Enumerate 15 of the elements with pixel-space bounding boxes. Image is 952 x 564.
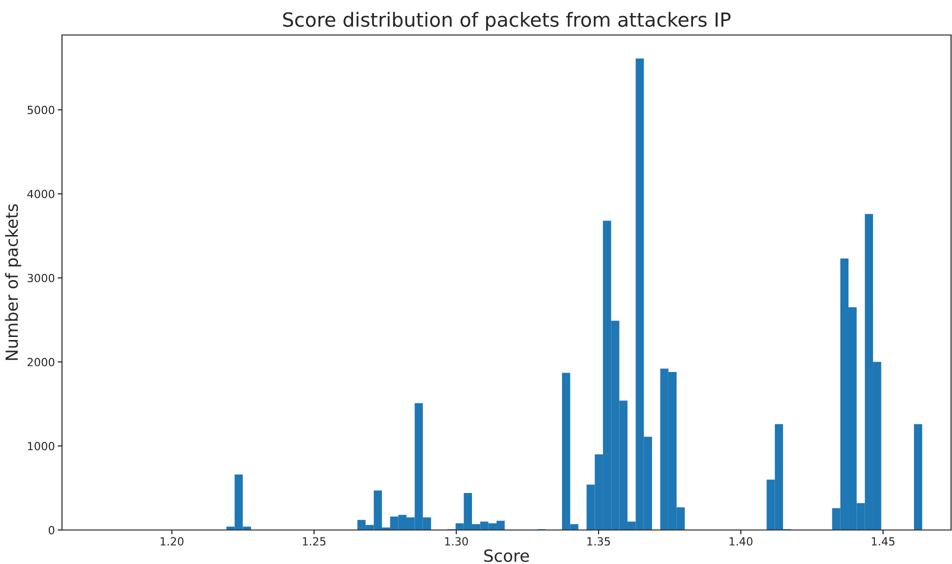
- y-tick-label: 5000: [28, 106, 54, 114]
- y-axis-title: Number of packets: [5, 204, 22, 360]
- x-axis-title: Score: [484, 549, 529, 562]
- y-tick-label: 2000: [28, 358, 54, 366]
- y-tick-label: 0: [48, 526, 54, 534]
- x-tick-label: 1.25: [302, 537, 326, 546]
- y-tick-label: 4000: [27, 190, 54, 198]
- x-tick-label: 1.45: [872, 537, 894, 546]
- x-tick-label: 1.20: [160, 537, 184, 546]
- x-tick-label: 1.35: [587, 537, 610, 546]
- x-tick-label: 1.40: [730, 537, 752, 546]
- chart-title: Score distribution of packets from attackers IP: [283, 12, 731, 31]
- y-tick-label: 3000: [28, 274, 54, 282]
- x-tick-label: 1.30: [445, 537, 468, 546]
- y-tick-label: 1000: [28, 442, 54, 450]
